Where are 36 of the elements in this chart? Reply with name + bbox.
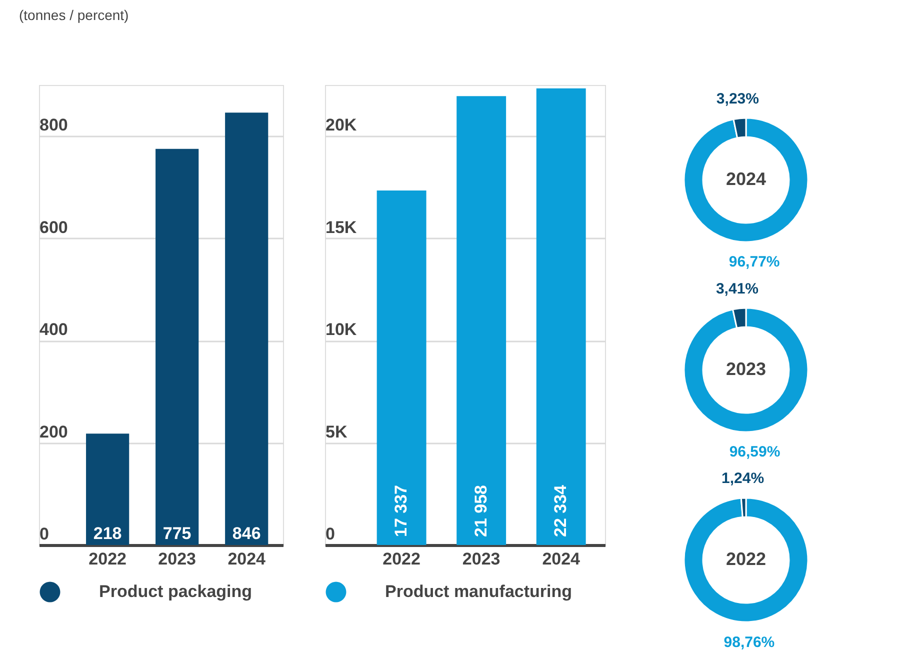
data-label: 21 958 [471,485,490,537]
x-tick-label: 2023 [462,550,500,568]
x-tick-label: 2022 [88,550,126,568]
data-label: 96,77% [728,254,780,271]
y-tick-label: 200 [40,422,68,442]
y-tick-label: 15K [326,218,358,237]
donut-slice [683,307,809,433]
text: 2024 [726,169,766,189]
y-tick-label: 5K [326,422,348,442]
legend-label: Product manufacturing [385,582,572,601]
y-tick-label: 400 [40,320,68,340]
x-tick-label: 2024 [542,550,581,568]
y-tick-label: 0 [326,524,335,544]
data-label: 1,24% [722,470,764,488]
data-label: 22 334 [551,484,570,537]
x-tick-label: 2024 [228,550,266,568]
donut-slice [683,117,809,243]
data-label: 846 [232,524,261,543]
text: 2023 [726,359,766,379]
data-label: 98,76% [724,634,775,651]
chart-title: (tonnes / percent) [19,7,129,23]
x-tick-label: 2022 [382,550,420,568]
y-tick-label: 20K [326,116,358,135]
y-tick-label: 0 [40,524,49,544]
y-tick-label: 800 [40,116,68,135]
y-tick-label: 600 [40,218,68,237]
x-tick-label: 2023 [158,550,196,568]
data-label: 17 337 [392,485,411,537]
data-label: 775 [162,524,192,543]
data-label: 3,23% [716,90,759,108]
data-label: 96,59% [729,444,780,461]
donut-slice [683,497,809,623]
y-tick-label: 10K [326,320,358,340]
data-label: 3,41% [716,280,759,298]
legend-label: Product packaging [99,582,252,601]
data-label: 218 [93,524,122,543]
